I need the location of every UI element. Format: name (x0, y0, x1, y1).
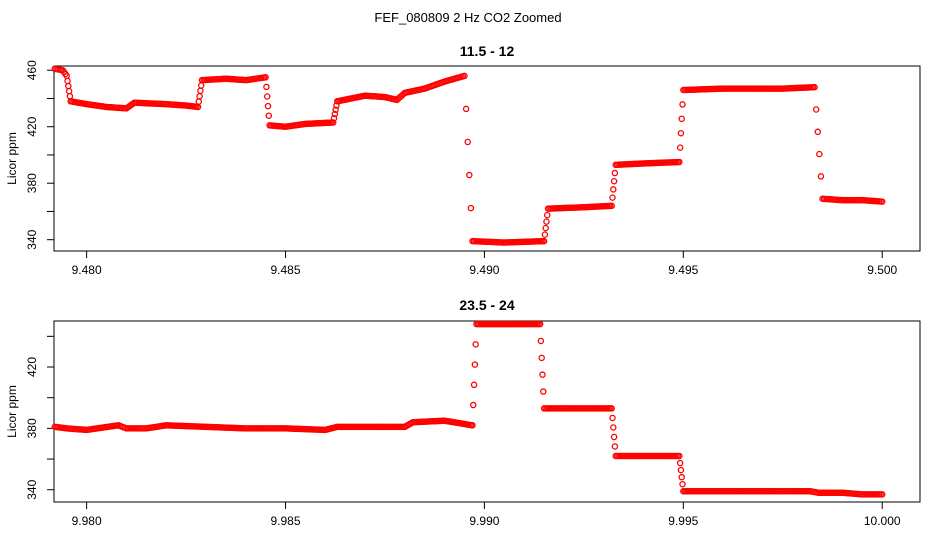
data-point (64, 77, 71, 85)
y-tick-label: 340 (25, 479, 39, 499)
data-point (878, 198, 886, 205)
x-tick-label: 9.490 (469, 263, 499, 277)
data-point (610, 433, 618, 441)
data-point (330, 115, 338, 122)
data-point (676, 459, 684, 467)
figure-title: FEF_080809 2 Hz CO2 Zoomed (374, 10, 561, 25)
data-series (51, 65, 886, 246)
data-point (676, 158, 683, 166)
x-tick-label: 9.990 (469, 514, 499, 528)
data-point (540, 388, 547, 395)
data-point (197, 87, 204, 95)
plot-frame (53, 65, 921, 252)
x-tick-label: 9.985 (271, 514, 301, 528)
data-point (542, 224, 549, 232)
data-point (332, 106, 339, 114)
panel-title: 11.5 - 12 (460, 43, 515, 59)
x-tick-label: 9.500 (867, 263, 897, 277)
data-point (469, 422, 476, 429)
data-point (330, 119, 337, 126)
y-tick-label: 380 (25, 173, 39, 193)
data-point (678, 115, 685, 123)
data-point (195, 98, 203, 105)
data-point (464, 138, 471, 146)
data-point (610, 177, 618, 185)
chart-panel-bottom: 23.5 - 24 9.980 9.985 9.990 9.995 10.000 340 38… (5, 297, 921, 528)
data-point (462, 105, 470, 113)
data-point (611, 169, 619, 177)
data-point (65, 82, 72, 90)
data-point (609, 194, 616, 201)
panel-title: 23.5 - 24 (459, 297, 514, 313)
y-tick-label: 460 (25, 60, 39, 80)
data-point (65, 87, 73, 95)
x-tick-label: 9.980 (72, 514, 102, 528)
chart-panel-top: 11.5 - 12 9.480 9.485 9.490 9.495 9.500 340 380… (5, 43, 921, 277)
data-point (676, 452, 683, 460)
y-tick-label: 420 (25, 116, 39, 136)
data-point (608, 202, 615, 210)
data-point (610, 186, 617, 193)
data-point (472, 341, 479, 348)
data-point (817, 173, 825, 180)
data-point (470, 381, 478, 389)
data-point (331, 110, 339, 118)
data-point (811, 83, 818, 91)
data-point (466, 171, 473, 179)
data-point (263, 93, 271, 100)
data-point (543, 218, 550, 225)
data-point (679, 480, 686, 488)
data-point (677, 466, 685, 474)
y-axis-label: Licor ppm (5, 385, 19, 438)
x-tick-label: 9.485 (271, 263, 301, 277)
y-axis-label: Licor ppm (5, 132, 19, 185)
data-point (264, 102, 272, 110)
data-point (679, 101, 686, 108)
data-point (541, 231, 549, 238)
data-point (609, 414, 616, 422)
y-tick-label: 380 (25, 418, 39, 438)
data-point (878, 491, 886, 498)
data-series (51, 320, 886, 498)
plot-frame (53, 320, 921, 503)
data-point (540, 237, 548, 245)
data-point (677, 129, 685, 137)
data-point (467, 204, 475, 212)
data-point (608, 405, 615, 412)
data-point (196, 92, 203, 100)
data-point (678, 473, 685, 481)
data-point (816, 150, 823, 158)
data-point (262, 74, 269, 81)
x-tick-label: 10.000 (864, 514, 901, 528)
data-point (263, 83, 270, 91)
data-point (812, 106, 820, 113)
data-point (197, 82, 205, 89)
x-tick-label: 9.480 (72, 263, 102, 277)
x-tick-label: 9.495 (668, 263, 698, 277)
x-tick-label: 9.995 (668, 514, 698, 528)
data-point (544, 211, 551, 219)
data-point (470, 401, 477, 409)
data-point (66, 92, 74, 100)
y-tick-label: 340 (25, 229, 39, 249)
data-point (539, 371, 546, 378)
data-point (611, 443, 619, 450)
data-point (537, 337, 545, 345)
data-point (814, 128, 822, 136)
data-point (610, 424, 617, 431)
data-point (265, 112, 273, 119)
data-point (676, 144, 684, 151)
data-point (536, 320, 544, 328)
data-point (471, 361, 479, 368)
y-tick-label: 420 (25, 357, 39, 377)
data-point (461, 72, 468, 80)
data-point (538, 354, 545, 362)
